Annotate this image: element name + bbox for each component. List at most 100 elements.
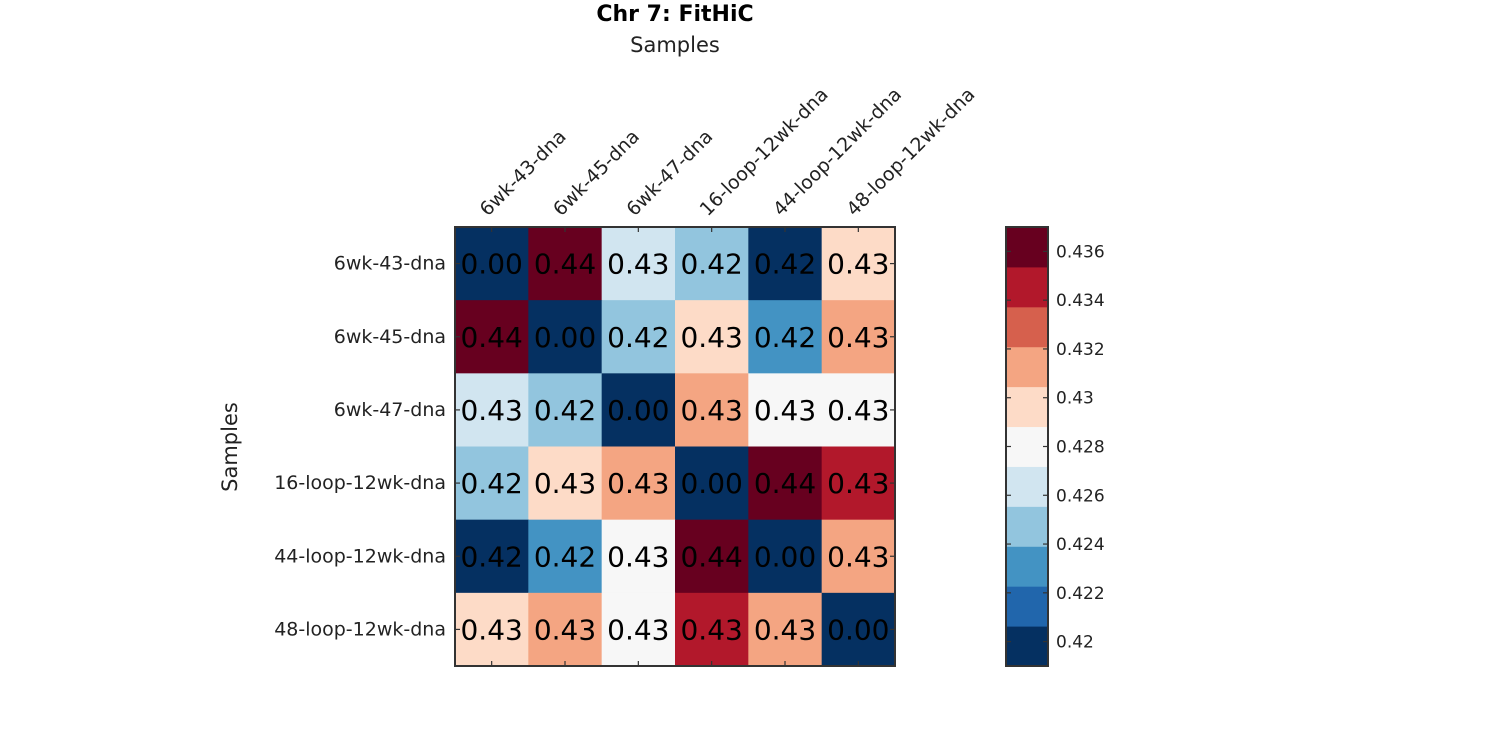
y-tick-label: 48-loop-12wk-dna: [274, 618, 446, 640]
x-tick-labels: 6wk-43-dna6wk-45-dna6wk-47-dna16-loop-12…: [476, 83, 980, 220]
cell-value-label: 0.43: [607, 248, 669, 281]
colorbar-segment: [1006, 386, 1048, 428]
cell-value-label: 0.43: [607, 540, 669, 573]
colorbar-tick-label: 0.422: [1056, 584, 1105, 604]
colorbar-tick-label: 0.424: [1056, 535, 1105, 555]
colorbar-tick-label: 0.432: [1056, 340, 1105, 360]
heatmap-cell: [675, 300, 749, 374]
heatmap-cell: [455, 300, 529, 374]
colorbar-tick-label: 0.426: [1056, 486, 1105, 506]
heatmap-cell: [455, 227, 529, 301]
heatmap-cell: [528, 592, 603, 667]
cell-value-label: 0.00: [754, 540, 816, 573]
heatmap-cell: [821, 300, 896, 374]
cell-value-label: 0.43: [534, 467, 596, 500]
y-axis-label: Samples: [218, 402, 242, 492]
y-tick-label: 6wk-45-dna: [334, 326, 446, 348]
heatmap-cell-labels: 0.00 0.44 0.43 0.42 0.42 0.43 0.44 0.00 0.42 0.43…: [460, 248, 889, 647]
colorbar: 0.42 0.422 0.424 0.426 0.428 0.43 0.432 0.434 0.…: [1005, 226, 1105, 667]
cell-value-label: 0.43: [460, 613, 522, 646]
colorbar-tick-label: 0.434: [1056, 291, 1105, 311]
cell-value-label: 0.00: [680, 467, 742, 500]
cell-value-label: 0.44: [460, 321, 522, 354]
heatmap-cell: [675, 446, 749, 521]
y-tick-labels: 6wk-43-dna 6wk-45-dna 6wk-47-dna 16-loop-12…: [274, 253, 446, 641]
cell-value-label: 0.43: [460, 394, 522, 427]
cell-value-label: 0.42: [534, 540, 596, 573]
cell-value-label: 0.43: [680, 613, 742, 646]
colorbar-segment: [1006, 626, 1048, 667]
x-tick-label: 44-loop-12wk-dna: [769, 83, 906, 220]
heatmap-cell: [601, 519, 676, 594]
cell-value-label: 0.43: [827, 394, 889, 427]
cell-value-label: 0.42: [607, 321, 669, 354]
heatmap-cells: [455, 227, 896, 667]
heatmap-cell: [748, 373, 823, 447]
heatmap-cell: [601, 446, 676, 521]
cell-value-label: 0.43: [827, 467, 889, 500]
colorbar-segment: [1006, 266, 1048, 308]
y-tick-label: 6wk-43-dna: [334, 253, 446, 275]
colorbar-tick-label: 0.428: [1056, 438, 1105, 458]
x-axis-label: Samples: [630, 33, 720, 57]
cell-value-label: 0.43: [827, 321, 889, 354]
colorbar-segment: [1006, 586, 1048, 627]
y-tick-label: 6wk-47-dna: [334, 399, 446, 421]
heatmap-cell: [675, 519, 749, 594]
cell-value-label: 0.43: [754, 613, 816, 646]
colorbar-segment: [1006, 546, 1048, 587]
colorbar-segment: [1006, 227, 1048, 268]
cell-value-label: 0.43: [680, 394, 742, 427]
heatmap-cell: [455, 592, 529, 667]
cell-value-label: 0.00: [607, 394, 669, 427]
cell-value-label: 0.44: [534, 248, 596, 281]
heatmap-cell: [675, 227, 749, 301]
chart-title: Chr 7: FitHiC: [596, 2, 753, 27]
cell-value-label: 0.43: [754, 394, 816, 427]
heatmap-cell: [748, 592, 823, 667]
colorbar-tick-label: 0.436: [1056, 242, 1105, 262]
cell-value-label: 0.00: [460, 248, 522, 281]
heatmap-cell: [528, 373, 603, 447]
y-tick-label: 16-loop-12wk-dna: [274, 472, 446, 494]
heatmap-cell: [748, 446, 823, 521]
heatmap-cell: [821, 519, 896, 594]
colorbar-segment: [1006, 426, 1048, 467]
cell-value-label: 0.43: [534, 613, 596, 646]
heatmap-cell: [821, 227, 896, 301]
cell-value-label: 0.43: [680, 321, 742, 354]
heatmap-cell: [821, 373, 896, 447]
cell-value-label: 0.43: [607, 467, 669, 500]
cell-value-label: 0.42: [680, 248, 742, 281]
heatmap-cell: [455, 519, 529, 594]
heatmap-cell: [675, 592, 749, 667]
heatmap-frame: [454, 226, 896, 667]
heatmap-cell: [821, 446, 896, 521]
cell-value-label: 0.00: [827, 613, 889, 646]
cell-value-label: 0.42: [754, 248, 816, 281]
heatmap-cell: [528, 300, 603, 374]
colorbar-segment: [1006, 346, 1048, 388]
heatmap-cell: [748, 227, 823, 301]
cell-value-label: 0.42: [460, 540, 522, 573]
heatmap-cell: [528, 446, 603, 521]
heatmap-cell: [675, 373, 749, 447]
heatmap-cell: [821, 592, 896, 667]
colorbar-segment: [1006, 506, 1048, 547]
cell-value-label: 0.42: [534, 394, 596, 427]
heatmap-cell: [601, 227, 676, 301]
cell-value-label: 0.43: [827, 248, 889, 281]
y-tick-label: 44-loop-12wk-dna: [274, 545, 446, 567]
heatmap-cell: [601, 300, 676, 374]
heatmap-cell: [528, 227, 603, 301]
cell-value-label: 0.44: [680, 540, 742, 573]
colorbar-segment: [1006, 466, 1048, 507]
cell-value-label: 0.00: [534, 321, 596, 354]
cell-value-label: 0.43: [827, 540, 889, 573]
cell-value-label: 0.43: [607, 613, 669, 646]
cell-value-label: 0.42: [460, 467, 522, 500]
colorbar-tick-label: 0.43: [1056, 389, 1094, 409]
x-tick-label: 48-loop-12wk-dna: [842, 83, 979, 220]
heatmap-cell: [601, 592, 676, 667]
heatmap-cell: [748, 519, 823, 594]
